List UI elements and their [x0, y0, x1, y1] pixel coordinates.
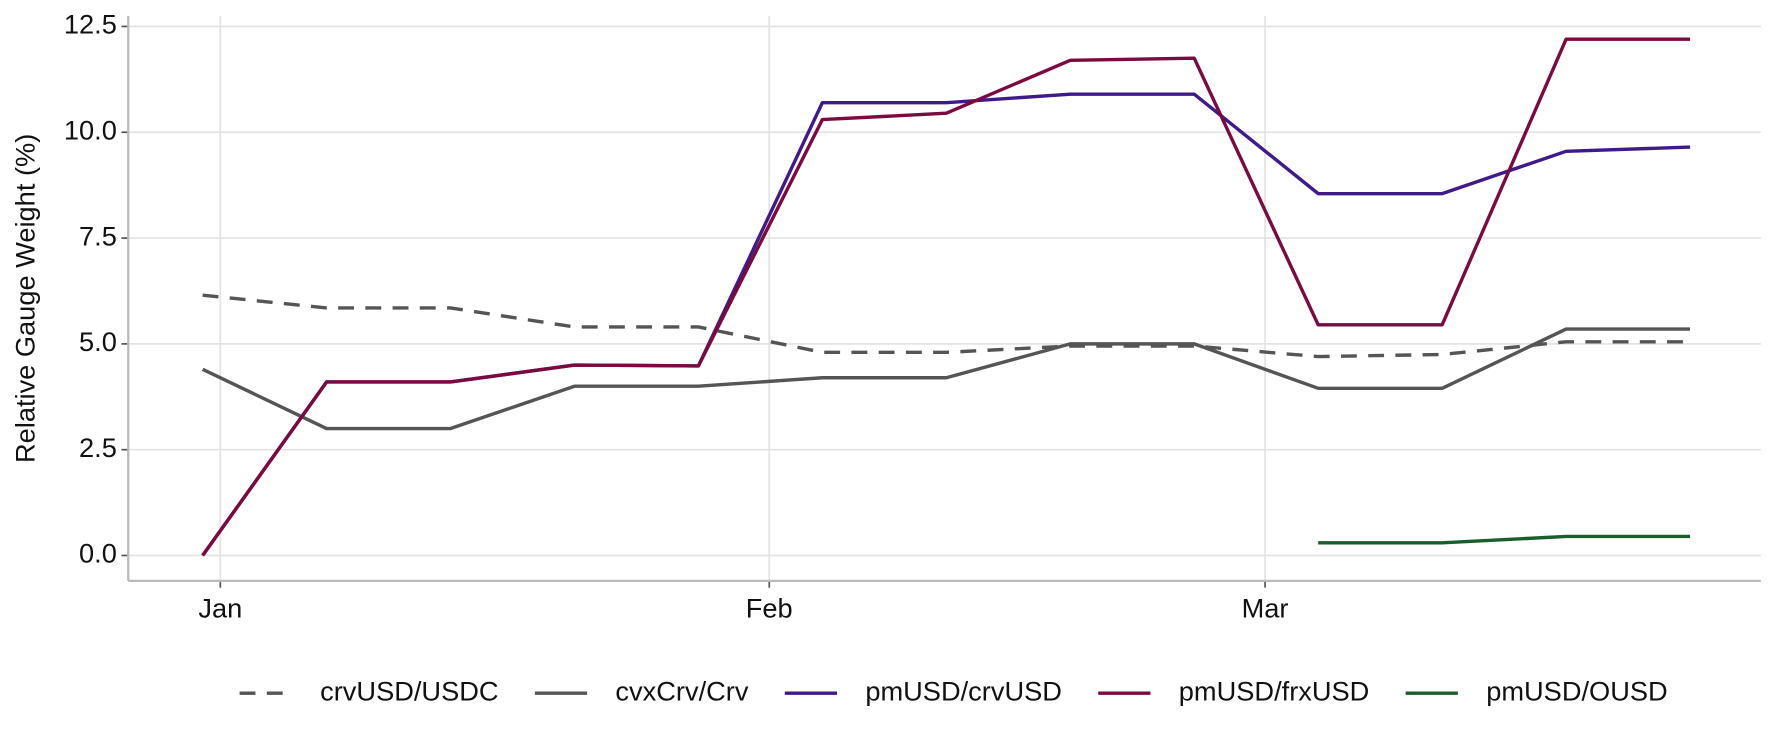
x-tick-label: Mar — [1242, 593, 1289, 624]
legend-label: crvUSD/USDC — [320, 675, 498, 706]
x-tick-label: Jan — [198, 593, 242, 624]
series-line — [201, 37, 1691, 557]
legend-label: cvxCrv/Crv — [615, 675, 748, 706]
legend-label: pmUSD/crvUSD — [865, 675, 1062, 706]
y-tick-label: 5.0 — [79, 326, 117, 357]
y-axis-label: Relative Gauge Weight (%) — [9, 134, 40, 463]
series-line — [1318, 534, 1691, 545]
y-tick-label: 12.5 — [64, 9, 117, 40]
y-tick-label: 7.5 — [79, 220, 117, 251]
series-line — [202, 293, 1691, 359]
series-line — [201, 327, 1691, 431]
y-tick-label: 0.0 — [79, 538, 117, 569]
x-tick-label: Feb — [746, 593, 793, 624]
legend-label: pmUSD/OUSD — [1486, 675, 1667, 706]
y-tick-label: 2.5 — [79, 432, 117, 463]
legend-label: pmUSD/frxUSD — [1179, 675, 1370, 706]
y-tick-label: 10.0 — [64, 114, 117, 145]
series-line — [201, 92, 1691, 557]
